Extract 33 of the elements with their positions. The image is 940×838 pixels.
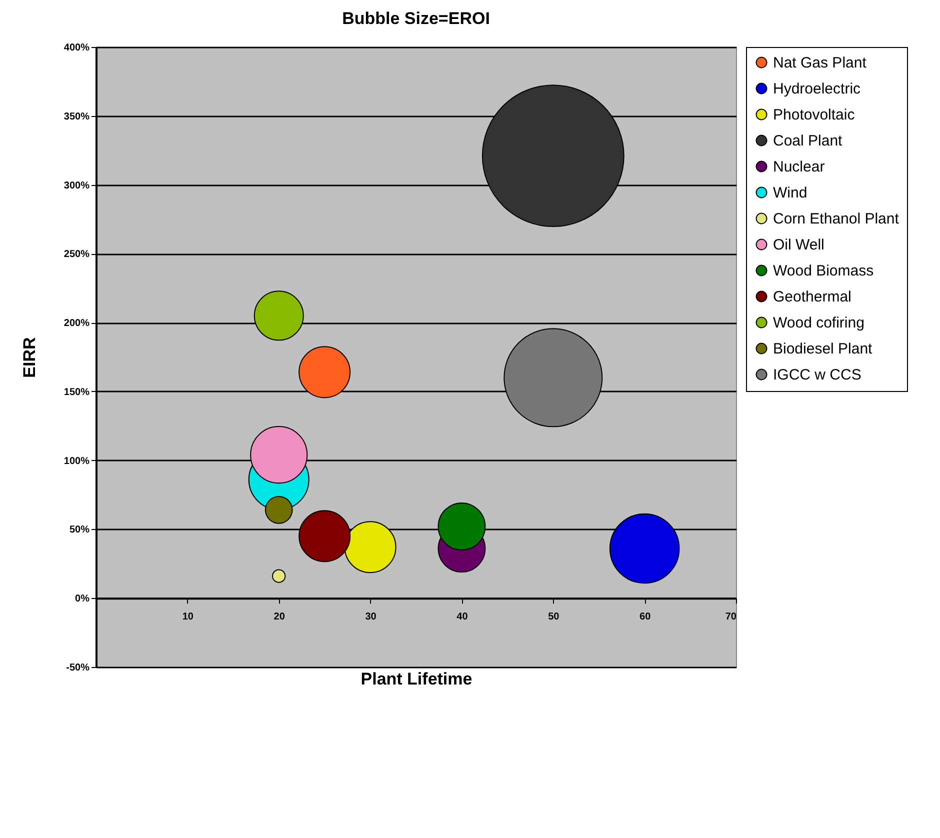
y-tick-label: 250% xyxy=(64,249,90,260)
legend-label: Geothermal xyxy=(773,288,852,306)
x-tick-label: 20 xyxy=(274,612,286,623)
legend-label: Wood Biomass xyxy=(773,262,874,280)
y-tick-label: 200% xyxy=(64,318,90,330)
legend-label: Wood cofiring xyxy=(773,314,864,332)
legend-label: Nuclear xyxy=(773,158,825,176)
legend-label: Corn Ethanol Plant xyxy=(773,210,900,228)
legend-label: Photovoltaic xyxy=(773,106,856,124)
y-tick-label: 350% xyxy=(64,111,90,122)
x-tick-label: 30 xyxy=(365,612,377,623)
x-tick-label: 50 xyxy=(548,612,560,623)
legend-label: Nat Gas Plant xyxy=(773,54,868,72)
chart-title: Bubble Size=EROI xyxy=(342,9,490,28)
legend-label: Wind xyxy=(773,184,808,202)
x-tick-label: 40 xyxy=(456,612,468,623)
y-tick-label: 300% xyxy=(64,180,90,192)
y-tick-label: 400% xyxy=(64,42,90,54)
y-axis-title: EIRR xyxy=(20,337,39,378)
legend-label: IGCC w CCS xyxy=(773,366,862,384)
legend-label: Hydroelectric xyxy=(773,80,862,98)
x-tick-label: 70 xyxy=(725,612,737,623)
legend-label: Biodiesel Plant xyxy=(773,340,874,358)
x-tick-label: 60 xyxy=(640,612,652,623)
x-axis-title: Plant Lifetime xyxy=(360,670,472,689)
y-tick-label: 0% xyxy=(75,594,90,605)
legend-label: Oil Well xyxy=(773,236,824,254)
y-tick-label: -50% xyxy=(66,662,90,674)
x-tick-label: 10 xyxy=(182,612,194,623)
y-tick-label: 150% xyxy=(64,386,90,398)
y-tick-label: 50% xyxy=(69,524,90,536)
y-tick-label: 100% xyxy=(64,456,90,467)
legend-label: Coal Plant xyxy=(773,132,844,150)
